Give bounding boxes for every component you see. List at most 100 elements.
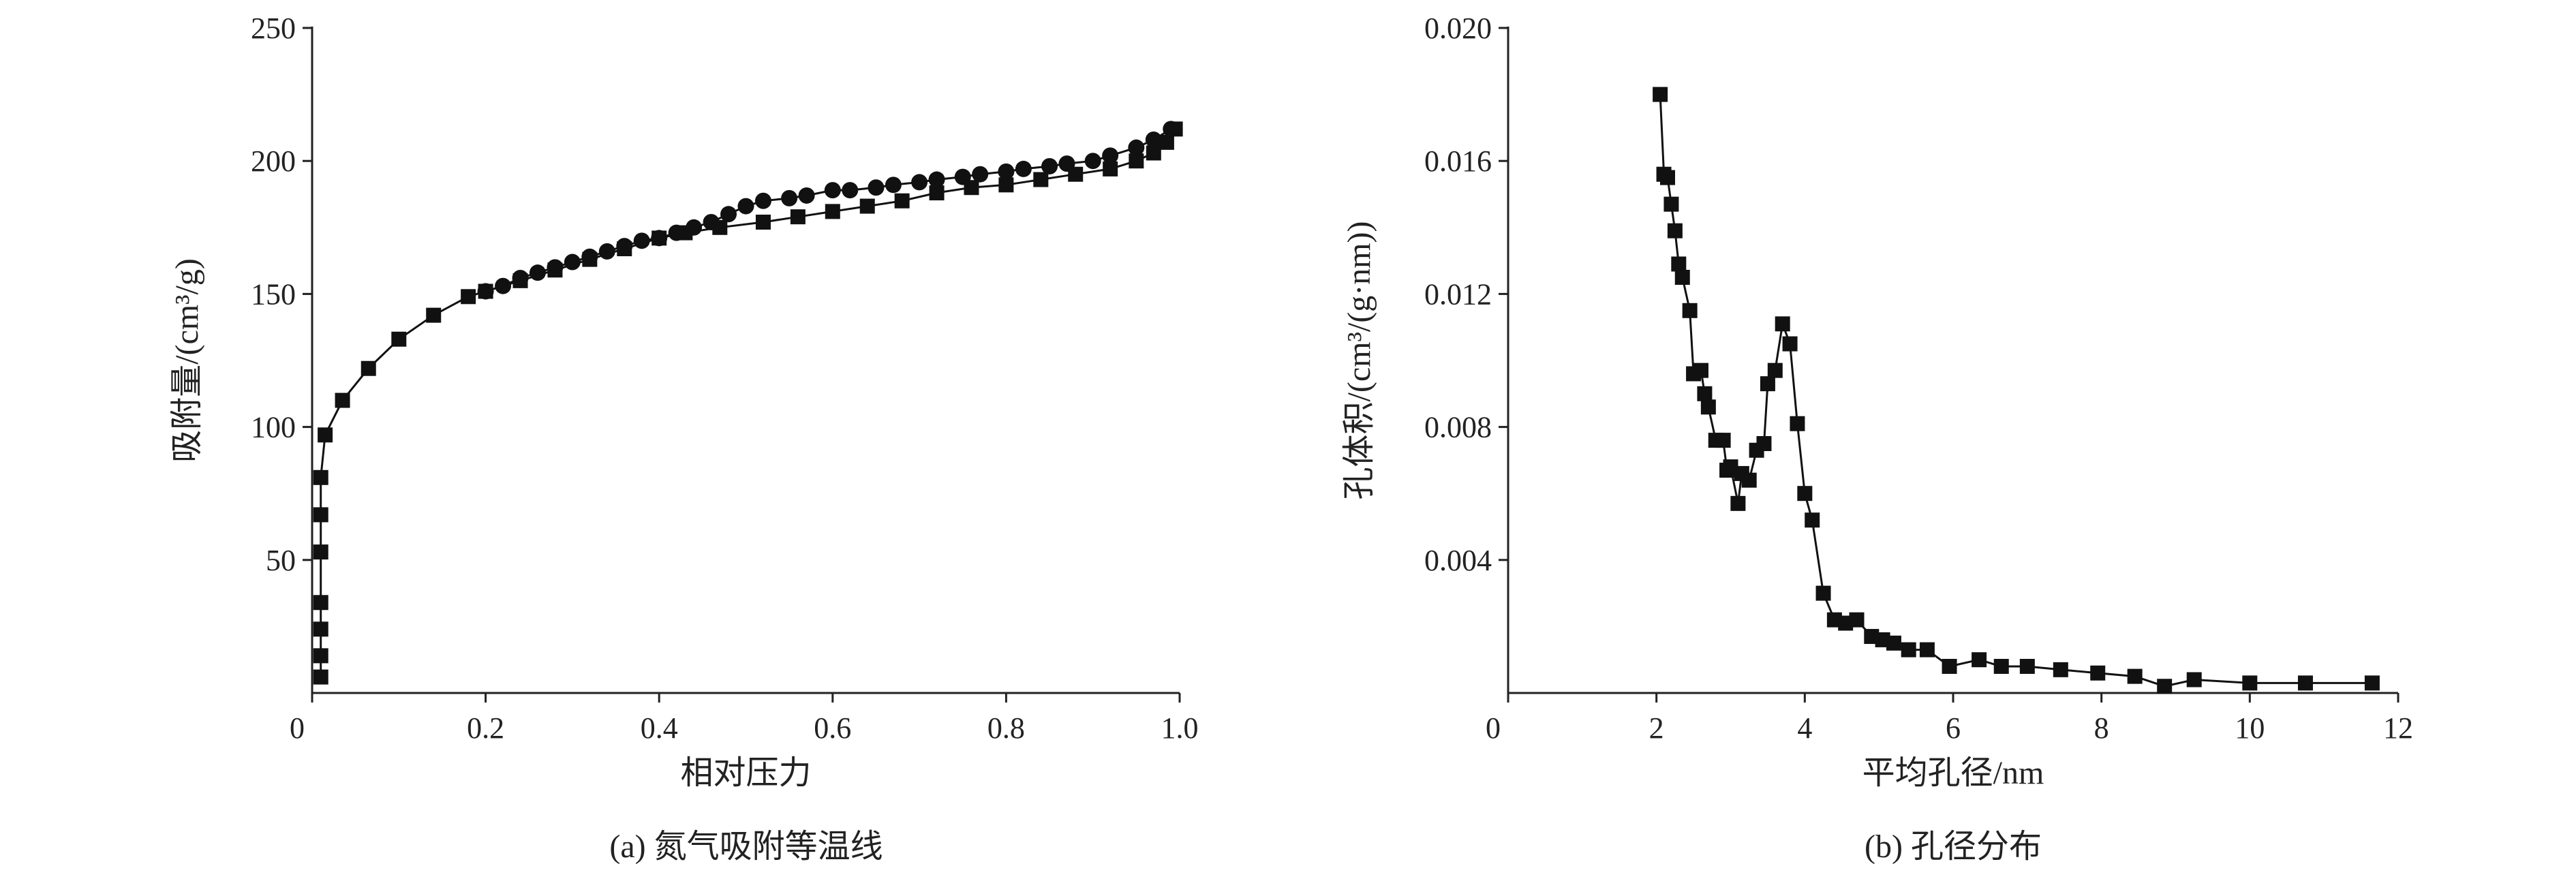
marker <box>313 595 328 611</box>
marker <box>1886 635 1901 651</box>
marker <box>1146 145 1161 161</box>
marker <box>313 669 328 685</box>
marker <box>1128 139 1145 156</box>
marker <box>1700 399 1716 415</box>
marker <box>1674 270 1690 285</box>
marker <box>2090 665 2106 681</box>
x-tick-label: 0.8 <box>987 711 1025 745</box>
x-axis-title: 平均孔径/nm <box>1862 755 2044 791</box>
marker <box>495 277 512 294</box>
marker <box>911 174 928 191</box>
marker <box>529 264 546 281</box>
marker <box>1741 472 1757 488</box>
marker <box>929 185 945 201</box>
marker <box>313 648 328 664</box>
x-tick-label: 12 <box>2383 711 2413 745</box>
y-tick-label: 0.004 <box>1424 544 1492 577</box>
marker <box>1145 131 1162 148</box>
marker <box>754 192 771 209</box>
marker <box>1901 642 1916 658</box>
marker <box>361 360 376 376</box>
marker <box>581 248 598 265</box>
x-tick-label: 0.4 <box>641 711 678 745</box>
marker <box>964 180 979 196</box>
marker <box>1775 316 1790 332</box>
marker <box>547 259 564 276</box>
marker <box>1942 658 1957 674</box>
marker <box>928 171 945 188</box>
y-tick-label: 100 <box>251 411 296 444</box>
marker <box>313 621 328 637</box>
marker <box>824 182 841 199</box>
marker <box>825 204 840 219</box>
marker <box>998 177 1014 193</box>
marker <box>1671 256 1687 272</box>
y-tick-label: 0.020 <box>1424 12 1492 45</box>
marker <box>1919 642 1935 658</box>
marker <box>1129 153 1144 169</box>
y-axis-title: 吸附量/(cm³/g) <box>169 258 205 463</box>
y-tick-label: 0.016 <box>1424 144 1492 178</box>
x-tick-label: 0.2 <box>467 711 504 745</box>
marker <box>868 179 885 196</box>
marker <box>1159 134 1174 150</box>
marker <box>1693 363 1708 378</box>
marker <box>894 193 910 209</box>
marker <box>1697 386 1713 401</box>
marker <box>391 331 407 347</box>
marker <box>972 166 989 183</box>
marker <box>2297 675 2313 691</box>
marker <box>313 469 328 485</box>
marker <box>313 507 328 523</box>
marker <box>426 307 442 323</box>
y-axis-title: 孔体积/(cm³/(g·nm)) <box>1341 221 1377 500</box>
marker <box>1667 223 1683 238</box>
marker <box>737 198 754 215</box>
y-tick-label: 200 <box>251 144 296 178</box>
marker <box>703 213 720 230</box>
marker <box>1663 196 1679 212</box>
marker <box>1653 87 1668 102</box>
marker <box>2127 668 2143 684</box>
marker <box>798 187 815 204</box>
y-tick-label: 250 <box>251 12 296 45</box>
marker <box>859 198 875 214</box>
marker <box>1730 495 1746 511</box>
marker <box>842 182 859 199</box>
marker <box>885 176 902 194</box>
y-tick-label: 0.012 <box>1424 277 1492 311</box>
marker <box>1767 363 1783 378</box>
marker <box>2019 658 2035 674</box>
x-tick-label: 2 <box>1649 711 1664 745</box>
x-axis-title: 相对压力 <box>680 755 811 791</box>
marker <box>1993 658 2009 674</box>
marker <box>790 209 806 225</box>
marker <box>1756 436 1772 451</box>
y-tick-label: 150 <box>251 277 296 311</box>
marker <box>1103 161 1118 176</box>
marker <box>1058 155 1075 172</box>
marker <box>668 224 685 241</box>
marker <box>651 230 668 247</box>
marker <box>564 253 581 271</box>
y-tick-label: 0.008 <box>1424 411 1492 444</box>
marker <box>313 544 328 560</box>
marker <box>2053 662 2068 677</box>
marker <box>1068 166 1084 182</box>
marker <box>954 168 971 185</box>
caption: (a) 氮气吸附等温线 <box>609 829 883 865</box>
marker <box>1972 652 1987 668</box>
marker <box>1659 170 1675 185</box>
marker <box>2186 672 2202 688</box>
marker <box>1163 121 1180 138</box>
marker <box>1015 160 1032 177</box>
marker <box>2364 675 2380 691</box>
marker <box>1797 486 1813 502</box>
x-tick-label: 0 <box>1486 711 1501 745</box>
x-tick-label: 4 <box>1797 711 1812 745</box>
marker <box>781 189 798 206</box>
marker <box>318 427 333 443</box>
marker <box>598 243 615 260</box>
